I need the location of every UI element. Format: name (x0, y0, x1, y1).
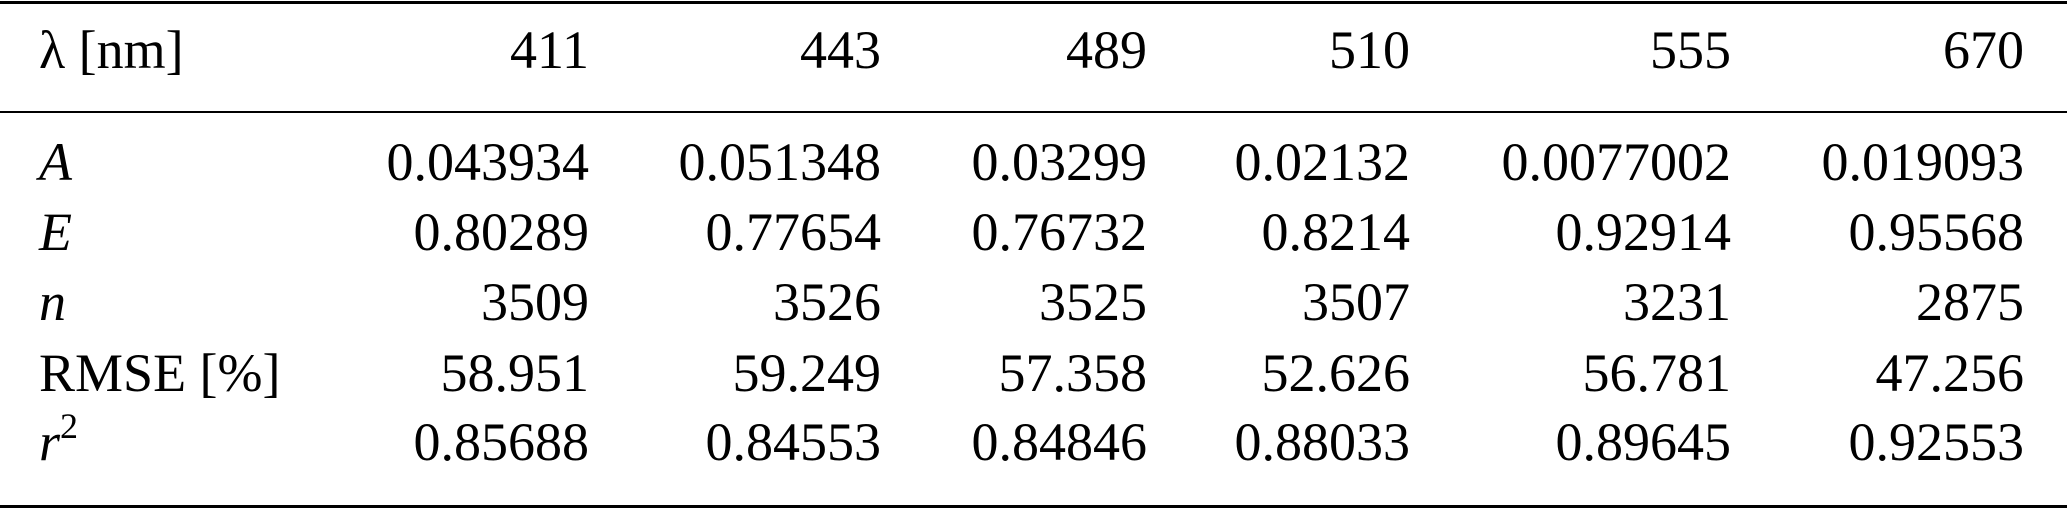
row-label: E (39, 202, 72, 262)
row-label-superscript: 2 (60, 406, 79, 446)
table-cell: 0.89645 (1555, 412, 1732, 472)
table-cell: 0.03299 (971, 132, 1148, 192)
table-cell: 0.85688 (413, 412, 590, 472)
row-label-text: RMSE [%] (39, 343, 281, 403)
table-cell: 3525 (1039, 272, 1147, 332)
bottom-rule (0, 505, 2067, 508)
header-col: 443 (800, 20, 881, 80)
table-cell: 0.84553 (705, 412, 882, 472)
table-cell: 0.051348 (678, 132, 882, 192)
header-col: 670 (1943, 20, 2024, 80)
table-cell: 0.84846 (971, 412, 1148, 472)
table-cell: 0.8214 (1261, 202, 1411, 262)
top-rule (0, 1, 2067, 4)
row-label: r2 (39, 408, 78, 472)
table-cell: 56.781 (1582, 343, 1732, 403)
table-cell: 57.358 (998, 343, 1148, 403)
header-col: 510 (1329, 20, 1410, 80)
table-cell: 0.0077002 (1501, 132, 1732, 192)
table-row: RMSE [%] 58.951 59.249 57.358 52.626 56.781 47… (0, 343, 2067, 403)
table-cell: 3231 (1623, 272, 1731, 332)
row-label-text: r (39, 412, 61, 472)
table-cell: 0.88033 (1234, 412, 1411, 472)
table-row: E 0.80289 0.77654 0.76732 0.8214 0.92914 0.955… (0, 202, 2067, 262)
table-cell: 59.249 (732, 343, 882, 403)
row-label: A (39, 132, 72, 192)
table-cell: 0.92914 (1555, 202, 1732, 262)
table-cell: 0.77654 (705, 202, 882, 262)
table-cell: 0.019093 (1821, 132, 2025, 192)
table-cell: 3509 (481, 272, 589, 332)
table-cell: 58.951 (440, 343, 590, 403)
table-cell: 0.92553 (1848, 412, 2025, 472)
header-col: 555 (1650, 20, 1731, 80)
header-col: 411 (510, 20, 589, 80)
row-label-text: A (39, 132, 72, 192)
table-cell: 0.043934 (386, 132, 590, 192)
table-cell: 0.80289 (413, 202, 590, 262)
table-cell: 2875 (1916, 272, 2024, 332)
header-row: λ [nm] 411 443 489 510 555 670 (0, 20, 2067, 80)
table-cell: 0.95568 (1848, 202, 2025, 262)
table-cell: 3507 (1302, 272, 1410, 332)
header-col: 489 (1066, 20, 1147, 80)
mid-rule (0, 111, 2067, 113)
table-cell: 52.626 (1261, 343, 1411, 403)
row-label: n (39, 272, 66, 332)
table-row: n 3509 3526 3525 3507 3231 2875 (0, 272, 2067, 332)
row-label-text: n (39, 272, 66, 332)
table-cell: 0.02132 (1234, 132, 1411, 192)
row-label: RMSE [%] (39, 343, 281, 403)
header-label: λ [nm] (39, 20, 184, 80)
table-cell: 47.256 (1875, 343, 2025, 403)
row-label-text: E (39, 202, 72, 262)
table-row: A 0.043934 0.051348 0.03299 0.02132 0.0077002… (0, 132, 2067, 192)
table-cell: 3526 (773, 272, 881, 332)
table-row: r2 0.85688 0.84553 0.84846 0.88033 0.89645 0.9… (0, 408, 2067, 472)
table-cell: 0.76732 (971, 202, 1148, 262)
